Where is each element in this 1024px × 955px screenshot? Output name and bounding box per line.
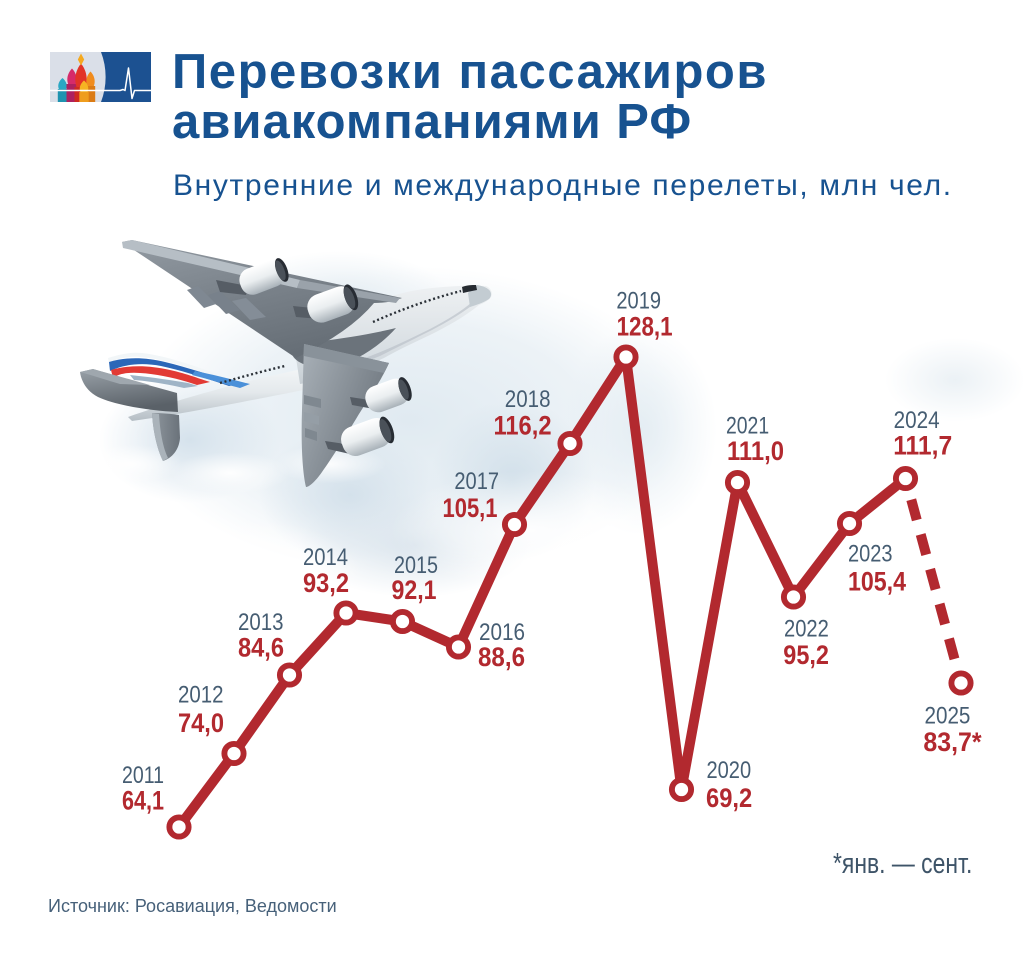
svg-text:128,1: 128,1 — [617, 312, 673, 342]
svg-text:83,7*: 83,7* — [923, 727, 982, 757]
svg-text:84,6: 84,6 — [238, 633, 284, 663]
svg-text:74,0: 74,0 — [178, 708, 224, 738]
svg-text:2025: 2025 — [925, 703, 971, 730]
svg-text:2020: 2020 — [707, 757, 752, 784]
svg-text:69,2: 69,2 — [706, 783, 752, 813]
svg-text:111,7: 111,7 — [893, 431, 952, 461]
svg-text:2021: 2021 — [726, 413, 769, 440]
svg-text:2017: 2017 — [454, 468, 499, 495]
svg-text:2019: 2019 — [616, 287, 661, 314]
svg-text:95,2: 95,2 — [783, 640, 829, 670]
svg-text:92,1: 92,1 — [392, 575, 437, 605]
svg-text:2012: 2012 — [178, 682, 224, 709]
svg-text:105,1: 105,1 — [443, 493, 498, 523]
svg-text:2013: 2013 — [238, 609, 284, 636]
svg-text:116,2: 116,2 — [494, 411, 552, 441]
svg-text:88,6: 88,6 — [478, 642, 525, 672]
svg-text:2018: 2018 — [505, 386, 551, 413]
svg-text:2011: 2011 — [122, 762, 164, 789]
svg-text:2016: 2016 — [479, 619, 525, 646]
svg-text:2024: 2024 — [894, 407, 940, 434]
svg-text:64,1: 64,1 — [122, 786, 164, 816]
svg-text:2023: 2023 — [848, 541, 893, 568]
svg-text:2022: 2022 — [784, 616, 829, 643]
svg-text:2014: 2014 — [303, 544, 348, 571]
svg-text:111,0: 111,0 — [727, 436, 784, 466]
svg-text:93,2: 93,2 — [303, 568, 349, 598]
svg-text:2015: 2015 — [394, 552, 438, 579]
svg-text:105,4: 105,4 — [848, 567, 906, 597]
